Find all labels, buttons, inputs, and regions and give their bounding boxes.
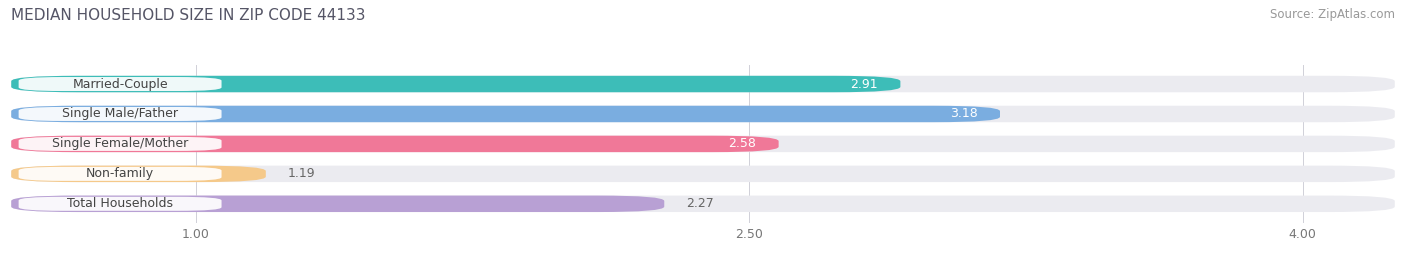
FancyBboxPatch shape [11, 196, 664, 212]
Text: 1.19: 1.19 [288, 167, 315, 180]
Text: Married-Couple: Married-Couple [72, 77, 167, 91]
FancyBboxPatch shape [11, 196, 1395, 212]
FancyBboxPatch shape [11, 76, 1395, 92]
Text: Single Female/Mother: Single Female/Mother [52, 137, 188, 150]
FancyBboxPatch shape [11, 166, 1395, 182]
FancyBboxPatch shape [18, 197, 222, 211]
Text: 2.91: 2.91 [851, 77, 879, 91]
FancyBboxPatch shape [18, 137, 222, 151]
FancyBboxPatch shape [18, 167, 222, 181]
FancyBboxPatch shape [11, 136, 779, 152]
FancyBboxPatch shape [11, 106, 1000, 122]
Text: 2.58: 2.58 [728, 137, 756, 150]
FancyBboxPatch shape [11, 166, 266, 182]
Text: 2.27: 2.27 [686, 197, 714, 210]
FancyBboxPatch shape [11, 106, 1395, 122]
Text: 3.18: 3.18 [950, 108, 977, 121]
Text: Non-family: Non-family [86, 167, 155, 180]
Text: Total Households: Total Households [67, 197, 173, 210]
FancyBboxPatch shape [11, 136, 1395, 152]
Text: Source: ZipAtlas.com: Source: ZipAtlas.com [1270, 8, 1395, 21]
Text: Single Male/Father: Single Male/Father [62, 108, 179, 121]
FancyBboxPatch shape [18, 107, 222, 121]
FancyBboxPatch shape [11, 76, 900, 92]
FancyBboxPatch shape [18, 77, 222, 91]
Text: MEDIAN HOUSEHOLD SIZE IN ZIP CODE 44133: MEDIAN HOUSEHOLD SIZE IN ZIP CODE 44133 [11, 8, 366, 23]
